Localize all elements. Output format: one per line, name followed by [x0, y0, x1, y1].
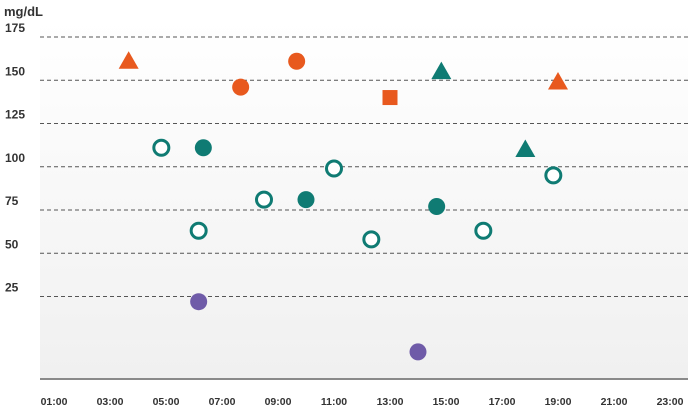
x-tick-label: 17:00: [489, 396, 516, 408]
y-tick-label: 50: [5, 237, 19, 251]
hollow-teal-circle-point: [255, 190, 273, 209]
orange-square-point: [382, 90, 398, 106]
hollow-teal-circle-point: [474, 221, 493, 240]
purple-circle-point: [190, 293, 208, 311]
hollow-teal-circle-point: [152, 138, 171, 157]
y-tick-label: 125: [5, 108, 25, 122]
y-tick-label: 75: [5, 194, 19, 208]
teal-triangle-point: [515, 139, 536, 157]
gridlines: [40, 36, 688, 297]
y-axis-unit-label: mg/dL: [4, 4, 43, 19]
x-tick-label: 11:00: [321, 396, 347, 408]
hollow-teal-circle-point: [544, 166, 563, 185]
y-tick-label: 150: [5, 64, 25, 78]
teal-triangle-point: [431, 61, 452, 80]
teal-circle-point: [297, 191, 315, 209]
y-tick-label: 175: [5, 21, 25, 35]
x-tick-label: 07:00: [209, 396, 236, 408]
hollow-teal-circle-point: [362, 230, 381, 249]
x-tick-label: 03:00: [97, 396, 124, 408]
orange-triangle-point: [548, 71, 568, 90]
teal-circle-point: [194, 139, 212, 157]
y-tick-labels: 25 50 75 100 125 150 175: [5, 21, 25, 295]
teal-circle-point: [428, 198, 446, 216]
x-tick-label: 15:00: [433, 396, 460, 408]
x-tick-label: 13:00: [377, 396, 404, 408]
x-tick-label: 01:00: [41, 396, 68, 408]
x-tick-label: 09:00: [265, 396, 292, 408]
orange-circle-point: [288, 52, 306, 70]
data-points: [118, 51, 568, 361]
x-tick-label: 05:00: [153, 396, 180, 408]
orange-triangle-point: [118, 51, 139, 69]
hollow-teal-circle-point: [325, 159, 343, 178]
orange-circle-point: [232, 78, 250, 96]
x-tick-label: 23:00: [657, 396, 684, 408]
plot-background: [40, 20, 688, 378]
x-tick-label: 19:00: [545, 396, 572, 408]
x-tick-labels: 01:00 03:00 05:00 07:00 09:00 11:00 13:00 15:00…: [41, 396, 684, 408]
purple-circle-point: [409, 343, 427, 361]
y-tick-label: 25: [5, 281, 19, 295]
y-tick-label: 100: [5, 151, 25, 165]
x-tick-label: 21:00: [601, 396, 628, 408]
hollow-teal-circle-point: [189, 221, 208, 240]
